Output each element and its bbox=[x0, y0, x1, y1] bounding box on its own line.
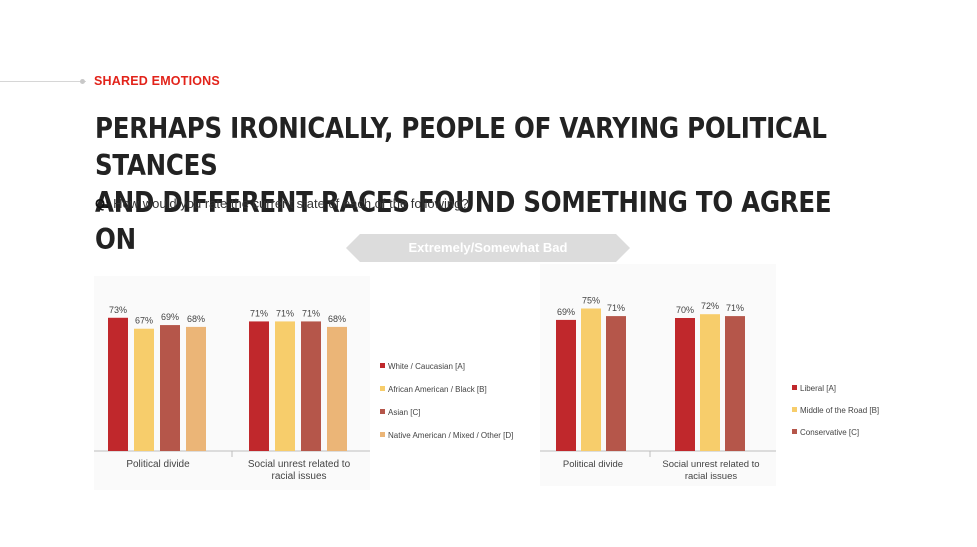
category-label: Political divide bbox=[563, 459, 623, 470]
legend-label: African American / Black [B] bbox=[388, 385, 487, 394]
bar bbox=[134, 328, 154, 451]
bar bbox=[301, 321, 321, 451]
data-label: 68% bbox=[328, 314, 346, 324]
politics-bar-chart: 69% 75% 71% Political divide 70% 72% 71% Social… bbox=[540, 296, 776, 482]
bar bbox=[186, 326, 206, 451]
politics-legend: Liberal [A] Middle of the Road [B] Conserv… bbox=[792, 384, 912, 444]
bar bbox=[249, 321, 269, 451]
legend-swatch bbox=[380, 432, 385, 438]
legend-swatch bbox=[792, 385, 797, 391]
legend-label: Middle of the Road [B] bbox=[800, 406, 880, 415]
data-label: 69% bbox=[557, 307, 575, 317]
data-label: 67% bbox=[135, 316, 153, 326]
data-label: 72% bbox=[701, 301, 719, 311]
bar bbox=[327, 326, 347, 451]
question-text: How would you rate the current state of … bbox=[113, 196, 469, 211]
section-rule bbox=[0, 81, 86, 82]
response-banner: Extremely/Somewhat Bad bbox=[346, 234, 630, 262]
category-label: Political divide bbox=[126, 459, 190, 470]
data-label: 71% bbox=[302, 308, 320, 318]
question-prefix: Q: bbox=[95, 196, 110, 211]
legend-label: Liberal [A] bbox=[800, 384, 837, 393]
data-label: 70% bbox=[676, 305, 694, 315]
headline: PERHAPS IRONICALLY, PEOPLE OF VARYING PO… bbox=[95, 110, 843, 258]
data-label: 69% bbox=[161, 312, 179, 322]
legend-item: Asian [C] bbox=[380, 408, 420, 417]
bar bbox=[581, 308, 601, 451]
bar bbox=[160, 325, 180, 451]
section-dot bbox=[80, 79, 85, 84]
data-label: 71% bbox=[726, 303, 744, 313]
legend-item: Liberal [A] bbox=[792, 384, 836, 393]
banner-shape bbox=[346, 234, 630, 262]
legend-label: Conservative [C] bbox=[800, 428, 860, 437]
data-label: 71% bbox=[607, 303, 625, 313]
race-bar-chart: 73% 67% 69% 68% Political divide 71% 71% 71% 68%… bbox=[94, 305, 370, 482]
legend-item: Middle of the Road [B] bbox=[792, 406, 879, 415]
data-label: 73% bbox=[109, 305, 127, 315]
legend-swatch bbox=[380, 386, 385, 392]
data-label: 71% bbox=[250, 308, 268, 318]
legend-item: African American / Black [B] bbox=[380, 385, 487, 394]
bar bbox=[275, 321, 295, 451]
category-label: Social unrest related to bbox=[248, 459, 351, 470]
data-label: 68% bbox=[187, 314, 205, 324]
data-label: 71% bbox=[276, 308, 294, 318]
bar bbox=[725, 316, 745, 451]
headline-line-2: AND DIFFERENT RACES FOUND SOMETHING TO A… bbox=[95, 186, 832, 256]
legend-swatch bbox=[792, 429, 797, 435]
bar bbox=[675, 318, 695, 451]
bar bbox=[606, 316, 626, 451]
race-legend: White / Caucasian [A] African American / … bbox=[380, 362, 550, 452]
bar bbox=[108, 317, 128, 451]
legend-item: White / Caucasian [A] bbox=[380, 362, 465, 371]
legend-label: Native American / Mixed / Other [D] bbox=[388, 431, 514, 440]
survey-question: Q: How would you rate the current state … bbox=[95, 196, 469, 211]
legend-label: Asian [C] bbox=[388, 408, 421, 417]
legend-label: White / Caucasian [A] bbox=[388, 362, 465, 371]
category-label: Social unrest related to bbox=[662, 459, 759, 470]
headline-line-1: PERHAPS IRONICALLY, PEOPLE OF VARYING PO… bbox=[95, 112, 827, 182]
legend-swatch bbox=[380, 409, 385, 415]
legend-item: Conservative [C] bbox=[792, 428, 859, 437]
legend-swatch bbox=[380, 363, 385, 369]
banner-label: Extremely/Somewhat Bad bbox=[408, 240, 568, 255]
category-label: racial issues bbox=[685, 471, 738, 482]
data-label: 75% bbox=[582, 296, 600, 306]
bar bbox=[700, 314, 720, 451]
legend-item: Native American / Mixed / Other [D] bbox=[380, 431, 513, 440]
legend-swatch bbox=[792, 407, 797, 413]
category-label: racial issues bbox=[271, 471, 326, 482]
bar bbox=[556, 319, 576, 451]
section-label: SHARED EMOTIONS bbox=[94, 74, 220, 88]
